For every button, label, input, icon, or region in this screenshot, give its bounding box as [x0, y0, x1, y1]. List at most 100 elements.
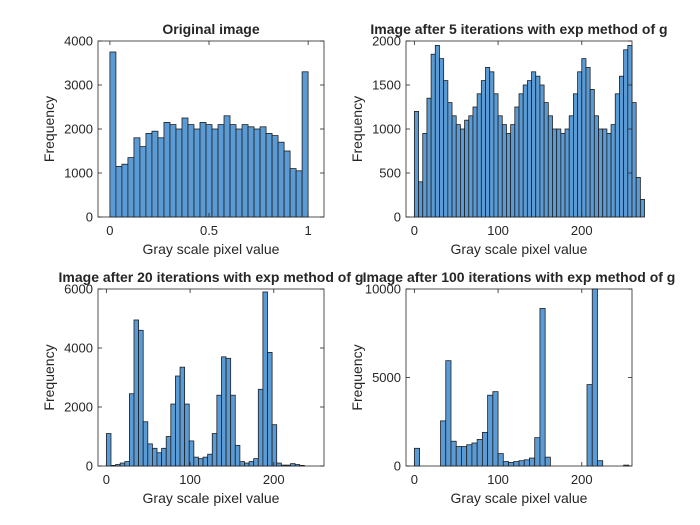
histogram-bar	[460, 128, 465, 218]
histogram-bar	[301, 71, 309, 218]
x-axis-label: Gray scale pixel value	[451, 490, 588, 506]
histogram-bar	[547, 115, 553, 218]
histogram-bar	[225, 357, 232, 467]
histogram-bar	[450, 440, 457, 467]
histogram-bar	[133, 319, 139, 467]
histogram-bar	[560, 132, 566, 218]
histogram-bar	[115, 464, 121, 467]
histogram-bar	[543, 102, 549, 218]
y-tick-label: 2000	[64, 400, 93, 415]
histogram-bar	[221, 356, 227, 467]
histogram-bar	[464, 119, 470, 218]
histogram-bar	[534, 437, 541, 467]
histogram-bar	[276, 462, 282, 467]
histogram-bar	[487, 394, 494, 467]
histogram-bar	[539, 308, 546, 467]
histogram-bar	[157, 137, 165, 218]
histogram-bar	[170, 403, 176, 467]
histogram-bar	[598, 128, 604, 218]
x-tick-label: 100	[487, 223, 509, 238]
histogram-bar	[493, 93, 499, 218]
x-tick-label: 200	[571, 472, 593, 487]
histogram-bar	[152, 447, 158, 467]
y-tick-label: 500	[379, 166, 401, 181]
y-tick-label: 1000	[372, 122, 401, 137]
histogram-bar	[289, 168, 297, 218]
histogram-bar	[165, 436, 172, 467]
histogram-bar	[147, 443, 153, 467]
histogram-bar	[138, 329, 144, 467]
y-tick-label: 1500	[372, 78, 401, 93]
histogram-bar	[109, 51, 117, 218]
histogram-bar	[623, 464, 630, 467]
histogram-bar	[471, 442, 478, 467]
histogram-bar	[447, 102, 453, 218]
histogram-bar	[430, 53, 436, 218]
x-tick-label: 0	[411, 472, 418, 487]
histogram-bar	[602, 128, 608, 218]
histogram-bar	[223, 115, 231, 218]
histogram-bar	[211, 128, 219, 218]
histogram-bar	[623, 49, 629, 218]
histogram-bar	[253, 128, 261, 218]
histogram-bar	[466, 444, 473, 467]
histogram-bar	[573, 93, 578, 218]
histogram-bar	[156, 452, 163, 467]
y-axis-label: Frequency	[41, 344, 57, 410]
histogram-bar	[585, 67, 591, 218]
histogram-bar	[271, 424, 278, 467]
histogram-bar	[631, 102, 637, 218]
histogram-bar	[568, 115, 574, 218]
y-tick-label: 0	[394, 210, 401, 225]
histogram-bar	[161, 447, 167, 467]
histogram-bar	[619, 75, 625, 218]
histogram-bar	[280, 464, 287, 467]
histogram-bar	[639, 198, 645, 218]
plot-area	[405, 288, 633, 467]
y-tick-label: 5000	[372, 370, 401, 385]
histogram-bar	[526, 80, 532, 218]
histogram-bar	[277, 141, 285, 218]
histogram-bar	[290, 463, 296, 467]
histogram-bar	[285, 464, 291, 467]
histogram-bar	[497, 453, 504, 467]
chart-title: Image after 20 iterations with exp metho…	[59, 269, 364, 285]
histogram-bar	[188, 440, 195, 467]
histogram-bar	[133, 137, 141, 218]
histogram-bar	[445, 360, 452, 467]
histogram-bar	[418, 181, 424, 218]
histogram-bar	[508, 462, 515, 467]
histogram-bar	[593, 115, 599, 218]
x-tick-label: 0	[411, 223, 418, 238]
histogram-bar	[544, 456, 551, 467]
histogram-bar	[175, 128, 183, 218]
histogram-bar	[506, 132, 512, 218]
histogram-bar	[128, 393, 135, 467]
histogram-bar	[193, 128, 201, 218]
x-axis-label: Gray scale pixel value	[143, 490, 280, 506]
histogram-bar	[497, 115, 503, 218]
histogram-bar	[502, 461, 509, 467]
histogram-bar	[514, 106, 520, 218]
histogram-bar	[217, 124, 225, 218]
histogram-bar	[426, 97, 432, 218]
histogram-bar	[230, 394, 236, 467]
histogram-bar	[489, 71, 495, 218]
x-tick-label: 100	[179, 472, 201, 487]
histogram-bar	[119, 462, 126, 467]
histogram-bar	[169, 124, 177, 218]
x-tick-label: 0	[106, 223, 113, 238]
histogram-bar	[589, 89, 595, 218]
histogram-bar	[199, 122, 207, 218]
histogram-bar	[513, 461, 520, 467]
histogram-bar	[121, 163, 129, 218]
histogram-bar	[265, 132, 273, 218]
histogram-bar	[127, 157, 135, 218]
histogram-bar	[413, 111, 419, 218]
histogram-bar	[202, 456, 209, 467]
histogram-bar	[422, 132, 428, 218]
histogram-bar	[299, 465, 305, 467]
histogram-bar	[262, 291, 268, 467]
